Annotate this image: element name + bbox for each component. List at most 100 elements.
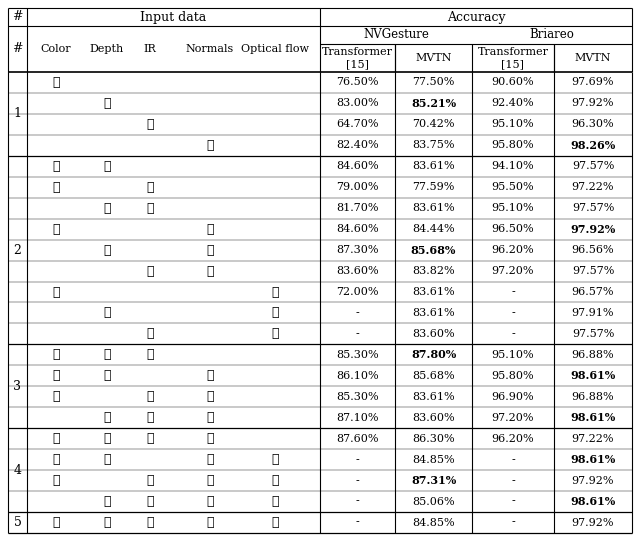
Text: 98.61%: 98.61% xyxy=(570,412,616,423)
Text: 97.92%: 97.92% xyxy=(572,476,614,486)
Text: 83.60%: 83.60% xyxy=(412,413,455,423)
Text: -: - xyxy=(356,308,360,318)
Text: 83.61%: 83.61% xyxy=(412,287,455,297)
Text: 2: 2 xyxy=(13,243,21,256)
Text: 84.85%: 84.85% xyxy=(412,454,455,465)
Text: ✓: ✓ xyxy=(271,474,279,487)
Text: 83.61%: 83.61% xyxy=(412,392,455,402)
Text: 86.30%: 86.30% xyxy=(412,434,455,444)
Text: Color: Color xyxy=(41,44,71,54)
Text: ✓: ✓ xyxy=(206,474,214,487)
Text: 83.82%: 83.82% xyxy=(412,266,455,276)
Text: 83.60%: 83.60% xyxy=(412,329,455,339)
Text: 76.50%: 76.50% xyxy=(336,77,379,88)
Text: Transformer
[15]: Transformer [15] xyxy=(477,47,548,69)
Text: 87.60%: 87.60% xyxy=(336,434,379,444)
Text: -: - xyxy=(356,329,360,339)
Text: 70.42%: 70.42% xyxy=(412,120,455,129)
Text: ✓: ✓ xyxy=(206,516,214,529)
Text: ✓: ✓ xyxy=(52,348,60,361)
Text: 96.88%: 96.88% xyxy=(572,392,614,402)
Text: ✓: ✓ xyxy=(206,453,214,466)
Text: ✓: ✓ xyxy=(103,495,111,508)
Text: -: - xyxy=(511,476,515,486)
Text: ✓: ✓ xyxy=(52,390,60,403)
Text: 97.69%: 97.69% xyxy=(572,77,614,88)
Text: ✓: ✓ xyxy=(206,223,214,236)
Text: 98.61%: 98.61% xyxy=(570,454,616,465)
Text: Accuracy: Accuracy xyxy=(447,10,506,23)
Text: Optical flow: Optical flow xyxy=(241,44,309,54)
Text: ✓: ✓ xyxy=(147,411,154,424)
Text: ✓: ✓ xyxy=(52,516,60,529)
Text: ✓: ✓ xyxy=(206,495,214,508)
Text: ✓: ✓ xyxy=(206,265,214,278)
Text: ✓: ✓ xyxy=(103,202,111,215)
Text: 96.30%: 96.30% xyxy=(572,120,614,129)
Text: ✓: ✓ xyxy=(206,139,214,152)
Text: -: - xyxy=(356,497,360,506)
Text: 85.30%: 85.30% xyxy=(336,350,379,360)
Text: ✓: ✓ xyxy=(147,118,154,131)
Text: 95.80%: 95.80% xyxy=(492,371,534,381)
Text: 83.00%: 83.00% xyxy=(336,98,379,108)
Text: ✓: ✓ xyxy=(103,160,111,173)
Text: 96.20%: 96.20% xyxy=(492,245,534,255)
Text: ✓: ✓ xyxy=(147,265,154,278)
Text: ✓: ✓ xyxy=(271,307,279,320)
Text: 96.57%: 96.57% xyxy=(572,287,614,297)
Text: ✓: ✓ xyxy=(271,516,279,529)
Text: 86.10%: 86.10% xyxy=(336,371,379,381)
Text: ✓: ✓ xyxy=(147,181,154,194)
Text: ✓: ✓ xyxy=(103,516,111,529)
Text: 85.06%: 85.06% xyxy=(412,497,455,506)
Text: 85.30%: 85.30% xyxy=(336,392,379,402)
Text: 82.40%: 82.40% xyxy=(336,140,379,150)
Text: 83.61%: 83.61% xyxy=(412,161,455,171)
Text: ✓: ✓ xyxy=(206,243,214,256)
Text: 87.10%: 87.10% xyxy=(336,413,379,423)
Text: 95.10%: 95.10% xyxy=(492,350,534,360)
Text: 5: 5 xyxy=(13,516,21,529)
Text: ✓: ✓ xyxy=(103,370,111,382)
Text: -: - xyxy=(356,476,360,486)
Text: Normals: Normals xyxy=(186,44,234,54)
Text: ✓: ✓ xyxy=(206,411,214,424)
Text: 81.70%: 81.70% xyxy=(336,203,379,213)
Text: #: # xyxy=(12,10,23,23)
Text: 84.60%: 84.60% xyxy=(336,224,379,234)
Text: 83.75%: 83.75% xyxy=(412,140,455,150)
Text: 87.31%: 87.31% xyxy=(411,475,456,486)
Text: 95.50%: 95.50% xyxy=(492,182,534,192)
Text: 98.61%: 98.61% xyxy=(570,496,616,507)
Text: 96.56%: 96.56% xyxy=(572,245,614,255)
Text: NVGesture: NVGesture xyxy=(363,29,429,42)
Text: ✓: ✓ xyxy=(147,202,154,215)
Text: 4: 4 xyxy=(13,464,22,477)
Text: ✓: ✓ xyxy=(147,474,154,487)
Text: -: - xyxy=(511,308,515,318)
Text: 77.50%: 77.50% xyxy=(412,77,454,88)
Text: 97.57%: 97.57% xyxy=(572,329,614,339)
Text: ✓: ✓ xyxy=(52,76,60,89)
Text: 98.61%: 98.61% xyxy=(570,371,616,381)
Text: 84.44%: 84.44% xyxy=(412,224,455,234)
Text: 85.68%: 85.68% xyxy=(411,245,456,255)
Text: MVTN: MVTN xyxy=(415,53,452,63)
Text: 97.57%: 97.57% xyxy=(572,203,614,213)
Text: ✓: ✓ xyxy=(103,307,111,320)
Text: ✓: ✓ xyxy=(206,432,214,445)
Text: 90.60%: 90.60% xyxy=(492,77,534,88)
Text: 96.88%: 96.88% xyxy=(572,350,614,360)
Text: -: - xyxy=(511,329,515,339)
Text: 64.70%: 64.70% xyxy=(336,120,379,129)
Text: -: - xyxy=(356,454,360,465)
Text: 97.92%: 97.92% xyxy=(572,518,614,527)
Text: 97.91%: 97.91% xyxy=(572,308,614,318)
Text: ✓: ✓ xyxy=(271,327,279,340)
Text: ✓: ✓ xyxy=(52,223,60,236)
Text: ✓: ✓ xyxy=(271,453,279,466)
Text: ✓: ✓ xyxy=(52,181,60,194)
Text: Depth: Depth xyxy=(90,44,124,54)
Text: ✓: ✓ xyxy=(271,286,279,299)
